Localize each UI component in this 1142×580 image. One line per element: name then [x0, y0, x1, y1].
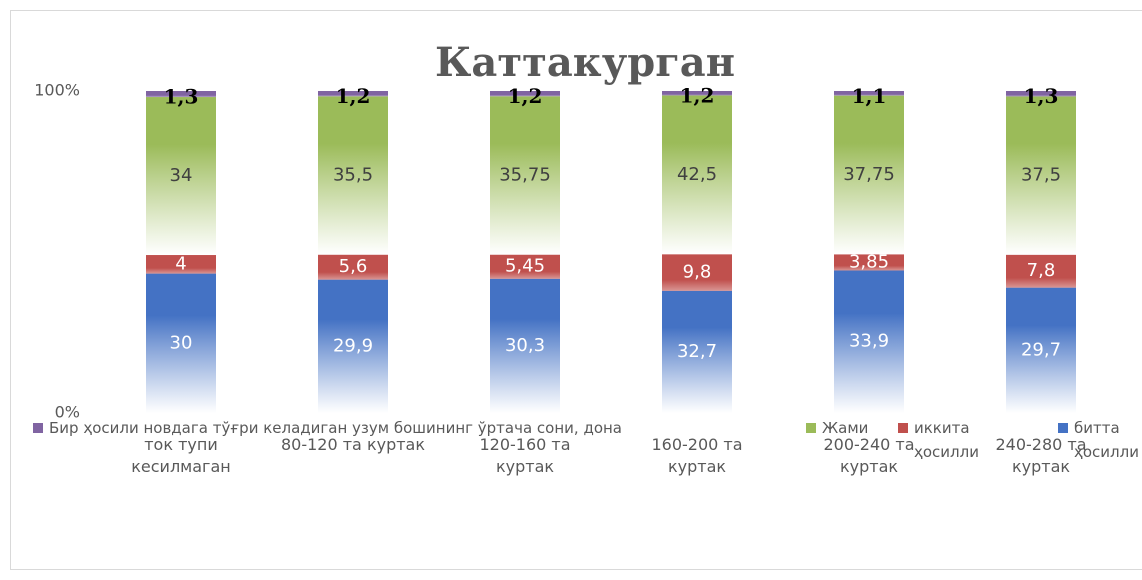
- data-label: 35,75: [499, 164, 551, 185]
- data-label: 5,6: [339, 256, 368, 277]
- legend-item: Жами: [806, 416, 886, 440]
- legend-label: битта ҳосилли: [1074, 419, 1139, 461]
- y-tick-label: 100%: [34, 81, 80, 100]
- x-tick-label: 160-200 та куртак: [651, 435, 743, 476]
- bar-segment: [834, 91, 904, 96]
- bar-segment: [1006, 91, 1076, 97]
- legend-label: иккита ҳосилли: [914, 419, 979, 461]
- bar-segment: [662, 91, 732, 96]
- bar-segment: [318, 96, 388, 255]
- data-label: 4: [175, 253, 186, 274]
- data-label: 35,5: [333, 165, 373, 186]
- bar-segment: [318, 254, 388, 280]
- data-label: 5,45: [505, 256, 545, 277]
- data-label: 42,5: [677, 164, 717, 185]
- legend-swatch: [806, 423, 816, 433]
- chart-title: Каттакурган: [435, 39, 735, 86]
- x-tick-label: 80-120 та куртак: [280, 435, 426, 454]
- bar-segment: [1006, 254, 1076, 288]
- bar-segment: [662, 254, 732, 291]
- data-label: 29,7: [1021, 339, 1061, 360]
- bar-segment: [490, 254, 560, 279]
- bar-segment: [318, 91, 388, 97]
- data-label: 32,7: [677, 341, 717, 362]
- bar-segment: [662, 290, 732, 413]
- x-tick-label: 240-280 та куртак: [995, 435, 1087, 476]
- bar-segment: [490, 91, 560, 97]
- bar-segment: [662, 95, 732, 255]
- bar-segment: [834, 270, 904, 413]
- bar-segment: [834, 95, 904, 255]
- data-label: 33,9: [849, 331, 889, 352]
- bar-segment: [146, 91, 216, 98]
- data-label: 29,9: [333, 335, 373, 356]
- x-tick-label: ток тупи кесилмаган: [131, 435, 231, 476]
- data-label: 1,2: [508, 84, 543, 108]
- legend-swatch: [898, 423, 908, 433]
- data-label: 1,2: [680, 84, 715, 108]
- bar-segment: [834, 254, 904, 271]
- data-label: 1,3: [1024, 84, 1059, 108]
- bar-segment: [146, 273, 216, 413]
- data-label: 3,85: [849, 251, 889, 272]
- data-label: 1,1: [852, 84, 887, 108]
- x-tick-label: 120-160 та куртак: [479, 435, 571, 476]
- data-label: 37,5: [1021, 165, 1061, 186]
- data-label: 1,3: [164, 85, 199, 109]
- data-label: 1,2: [336, 84, 371, 108]
- legend-item: иккита ҳосилли: [898, 416, 1008, 464]
- y-tick-label: 0%: [55, 403, 80, 422]
- bar-segment: [146, 97, 216, 256]
- legend-label: Бир ҳосили новдага тўғри келадиган узум …: [49, 419, 622, 437]
- bar-segment: [490, 96, 560, 255]
- bar-segment: [1006, 287, 1076, 413]
- data-label: 34: [170, 165, 193, 186]
- x-tick-label: 200-240 та куртак: [823, 435, 915, 476]
- legend-swatch: [1058, 423, 1068, 433]
- bar-segment: [490, 278, 560, 413]
- data-label: 30: [170, 332, 193, 353]
- data-label: 7,8: [1027, 260, 1056, 281]
- bar-segment: [318, 279, 388, 413]
- legend-item: битта ҳосилли: [1058, 416, 1142, 464]
- data-label: 37,75: [843, 164, 895, 185]
- chart-border: [10, 10, 1142, 570]
- data-label: 30,3: [505, 335, 545, 356]
- legend-swatch: [33, 423, 43, 433]
- legend-item: Бир ҳосили новдага тўғри келадиган узум …: [33, 416, 803, 440]
- bar-segment: [1006, 96, 1076, 255]
- bar-segment: [146, 255, 216, 274]
- legend-label: Жами: [822, 419, 869, 437]
- data-label: 9,8: [683, 262, 712, 283]
